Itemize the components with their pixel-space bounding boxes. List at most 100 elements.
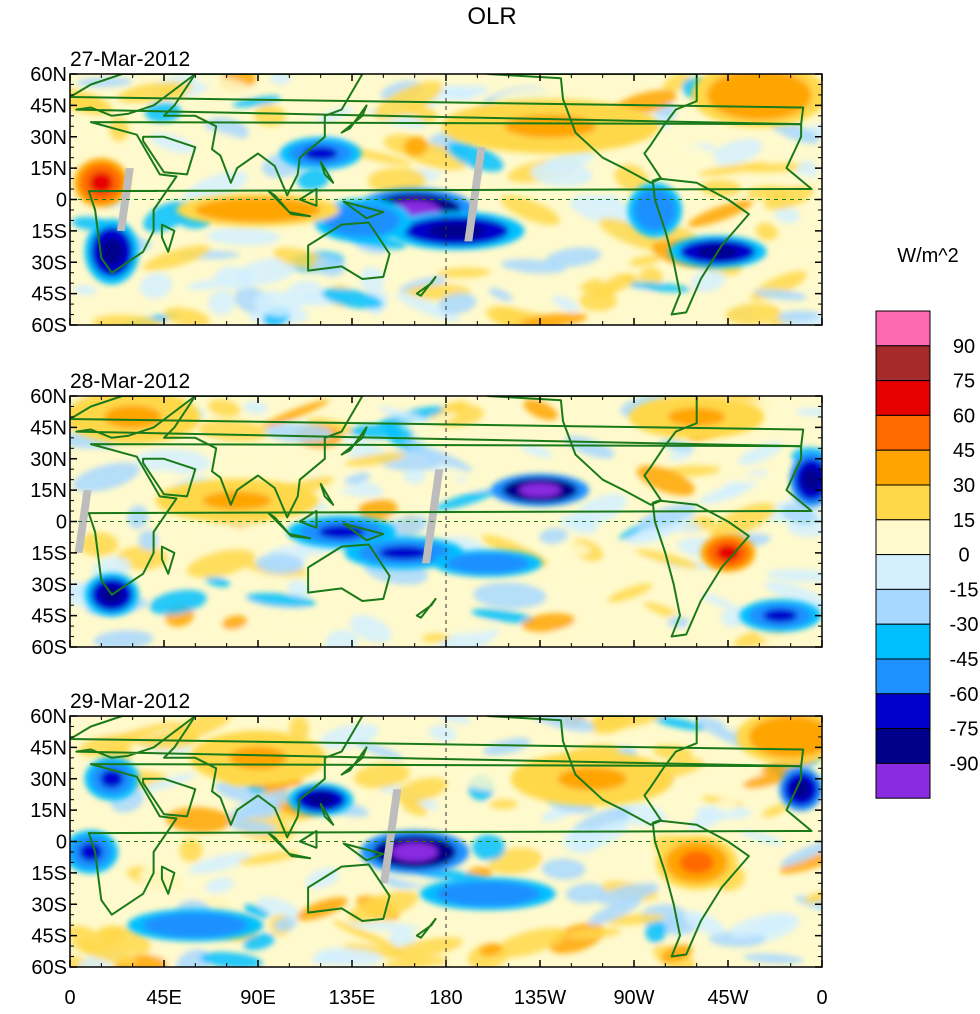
coastline [415, 597, 437, 619]
colorbar-label: -30 [950, 614, 979, 636]
lat-label: 45N [30, 95, 67, 117]
missing-data [422, 469, 444, 564]
anomaly-cell [607, 583, 653, 603]
coastline [342, 842, 385, 862]
colorbar-label: -15 [950, 579, 979, 601]
coastline [142, 777, 197, 818]
anomaly-cell [545, 247, 602, 268]
anomaly-cell [314, 947, 383, 967]
lat-label: 45N [30, 737, 67, 759]
anomaly-cell [384, 956, 448, 967]
anomaly-cell [92, 314, 163, 325]
anomaly-cell [435, 173, 476, 189]
anomaly-cell [453, 771, 517, 791]
lat-label: 30S [31, 894, 67, 916]
lat-label: 0 [56, 512, 67, 534]
anomaly-cell [488, 287, 513, 302]
anomaly-cell [321, 288, 384, 309]
anomaly-cell [691, 269, 726, 293]
lat-label: 0 [56, 190, 67, 212]
anomaly-cell [774, 206, 800, 224]
anomaly-core [802, 468, 821, 492]
lat-label: 45S [31, 926, 67, 948]
anomaly-cell [779, 851, 822, 874]
anomaly-cell [563, 828, 601, 854]
coastline [298, 830, 318, 849]
anomaly-core [679, 850, 714, 874]
colorbar-box [875, 762, 931, 799]
anomaly-cell [149, 589, 207, 615]
colorbar-label: 90 [953, 336, 975, 358]
coastline [319, 482, 335, 506]
anomaly-cell [349, 614, 392, 643]
lon-label: 45W [707, 987, 748, 1009]
lat-label: 15S [31, 543, 67, 565]
colorbar-label: -60 [950, 684, 979, 706]
anomaly-cell [588, 896, 642, 926]
anomaly-cell [589, 716, 631, 735]
colorbar-label: -90 [950, 753, 979, 775]
anomaly-cell [438, 292, 477, 315]
anomaly-cell [501, 195, 560, 226]
coastline [160, 545, 176, 575]
lat-label: 60S [31, 637, 67, 659]
anomaly-cell [345, 452, 406, 467]
anomaly-cell [526, 716, 595, 732]
coastline [267, 190, 291, 214]
anomaly-cell [188, 852, 252, 874]
anomaly-cell [565, 883, 606, 904]
anomaly-cell [516, 537, 591, 557]
coastline [307, 221, 391, 280]
coastline [288, 211, 312, 218]
colorbar-label: 45 [953, 440, 975, 462]
coastline [298, 510, 318, 529]
anomaly-cell [698, 162, 769, 176]
anomaly-cell [199, 951, 263, 967]
anomaly-cell [774, 310, 821, 322]
anomaly-cell [596, 882, 659, 905]
anomaly-cell [446, 141, 504, 172]
coastline [142, 135, 197, 176]
coastline [340, 746, 368, 776]
colorbar-label: -75 [950, 719, 979, 741]
anomaly-cell [274, 917, 297, 932]
anomaly-cell [766, 568, 822, 583]
anomaly-cell [283, 74, 339, 96]
coastline [651, 819, 750, 958]
anomaly-cell [531, 161, 593, 187]
anomaly-cell [434, 716, 472, 725]
anomaly-cell [243, 904, 270, 918]
anomaly-cell [725, 303, 782, 325]
anomaly-cell [221, 615, 248, 630]
anomaly-cell [216, 458, 283, 477]
lon-label: 135E [329, 987, 376, 1009]
anomaly-cell [588, 195, 623, 204]
coastline [340, 104, 368, 134]
anomaly-cell [193, 74, 255, 95]
lon-label: 90E [240, 987, 276, 1009]
anomaly-cell [179, 838, 203, 862]
missing-data [74, 490, 92, 553]
anomaly-core [166, 918, 225, 933]
anomaly-cell [743, 953, 805, 964]
lat-label: 15N [30, 480, 67, 502]
anomaly-cell [428, 725, 457, 742]
anomaly-core [791, 780, 811, 799]
anomaly-cell [255, 553, 304, 575]
colorbar-units: W/m^2 [897, 245, 959, 267]
anomaly-cell [442, 623, 500, 634]
anomaly-cell [657, 625, 688, 635]
coastline [267, 512, 291, 535]
colorbar-box [875, 623, 931, 660]
anomaly-core [89, 172, 113, 194]
anomaly-cell [286, 280, 324, 303]
anomaly-cell [205, 877, 235, 894]
lon-label: 45E [146, 987, 182, 1009]
anomaly-core [378, 545, 430, 560]
anomaly-cell [795, 407, 822, 417]
anomaly-cell [72, 462, 140, 493]
anomaly-cell [521, 613, 575, 632]
coastline [87, 763, 813, 916]
anomaly-cell [569, 195, 643, 227]
anomaly-cell [755, 222, 778, 241]
